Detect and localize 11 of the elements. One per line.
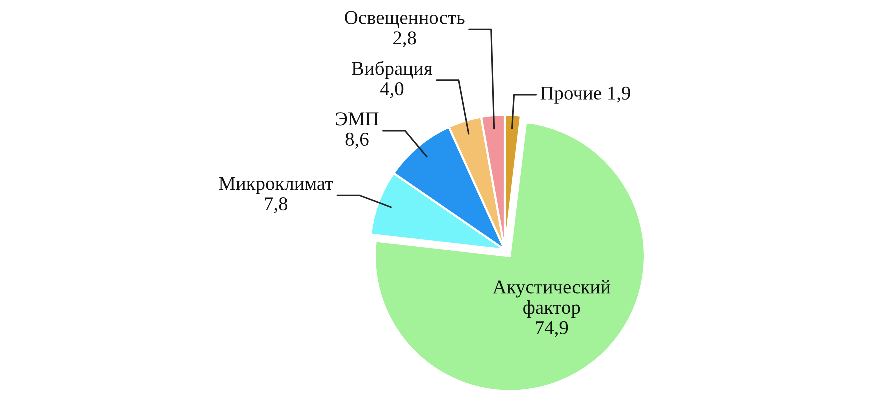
data-label: 2,8 [394,32,416,48]
data-label: 74,9 [536,321,568,338]
slice-label: ЭМП [336,112,379,126]
slice-label: Акустический фактор [492,280,611,318]
slice-label: Микроклимат [219,177,334,194]
data-label: 8,6 [346,132,369,149]
slice-label: Вибрация [352,61,433,80]
data-label: 7,8 [265,197,288,214]
slice-label: Прочие 1,9 [540,86,630,104]
slice-label: Освещенность [345,11,465,28]
data-label: 4,0 [380,82,404,98]
